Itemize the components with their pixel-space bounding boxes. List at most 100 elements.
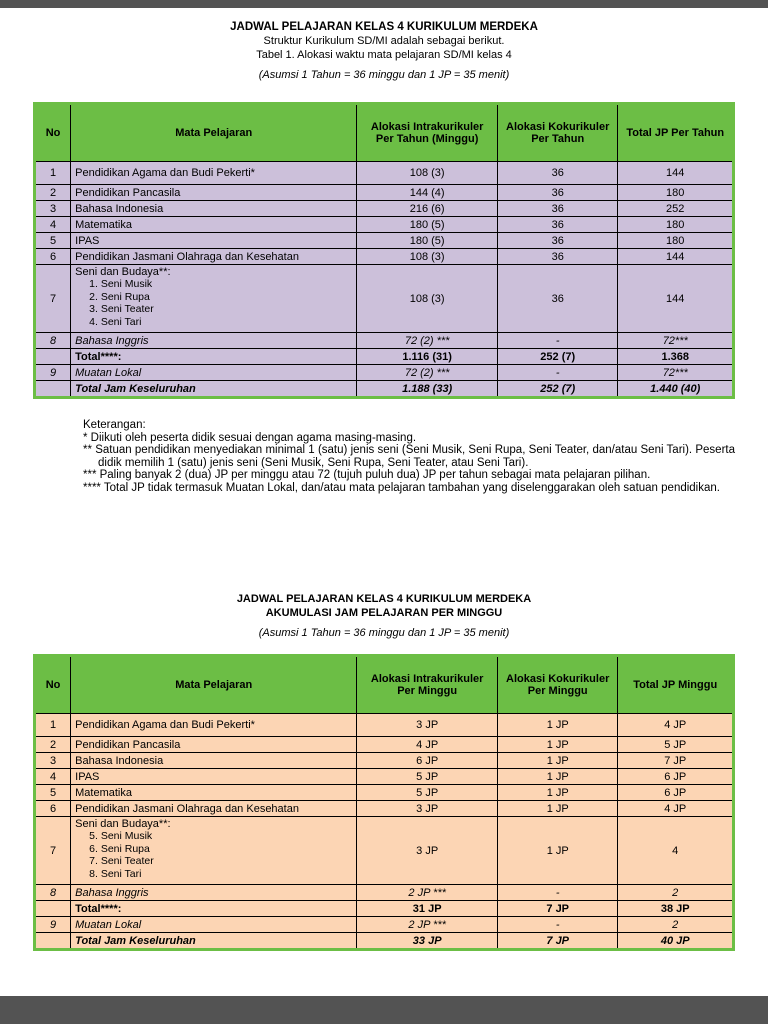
cell-kokurikuler: 1 JP (496, 736, 619, 753)
cell-no: 3 (33, 200, 72, 217)
table-row: 6 Pendidikan Jasmani Olahraga dan Kesehat… (33, 248, 734, 265)
cell-intrakurikuler: 4 JP (356, 736, 498, 753)
column-header: Alokasi Intrakurikuler Per Tahun (Minggu… (356, 103, 498, 162)
table1-caption: Tabel 1. Alokasi waktu mata pelajaran SD… (256, 49, 512, 61)
cell-subject: Matematika (70, 784, 358, 801)
cell-intrakurikuler: 2 JP *** (356, 916, 498, 933)
cell-no (33, 900, 72, 917)
cell-subject: Seni dan Budaya**: 1. Seni Musik 2. Seni R… (70, 264, 358, 333)
table-row: 7 Seni dan Budaya**: 1. Seni Musik 2. Seni … (33, 264, 734, 333)
cell-intrakurikuler: 2 JP *** (356, 884, 498, 901)
table-row: Total****: 31 JP 7 JP 38 JP (33, 900, 734, 917)
cell-no: 9 (33, 916, 72, 933)
cell-total: 144 (617, 161, 734, 185)
cell-kokurikuler: 36 (496, 184, 619, 201)
cell-subject: Muatan Lokal (70, 364, 358, 381)
cell-total: 180 (617, 184, 734, 201)
cell-kokurikuler: 36 (496, 216, 619, 233)
cell-intrakurikuler: 1.188 (33) (356, 380, 498, 398)
cell-no (33, 380, 72, 398)
keterangan-title: Keterangan: (83, 419, 146, 431)
table-row: Total Jam Keseluruhan 33 JP 7 JP 40 JP (33, 932, 734, 950)
section1-header: JADWAL PELAJARAN KELAS 4 KURIKULUM MERDE… (33, 20, 735, 82)
cell-kokurikuler: 36 (496, 200, 619, 217)
cell-total: 2 (617, 884, 734, 901)
cell-no (33, 932, 72, 950)
cell-intrakurikuler: 108 (3) (356, 248, 498, 265)
table-row: 4 IPAS 5 JP 1 JP 6 JP (33, 768, 734, 785)
cell-subject: Pendidikan Pancasila (70, 184, 358, 201)
cell-kokurikuler: - (496, 364, 619, 381)
cell-no: 4 (33, 768, 72, 785)
table-alokasi-per-tahun: No Mata Pelajaran Alokasi Intrakurikuler P… (33, 102, 735, 399)
cell-subject: Pendidikan Jasmani Olahraga dan Kesehata… (70, 800, 358, 817)
cell-intrakurikuler: 180 (5) (356, 232, 498, 249)
cell-kokurikuler: 1 JP (496, 800, 619, 817)
table-row: 2 Pendidikan Pancasila 4 JP 1 JP 5 JP (33, 736, 734, 753)
column-header: Mata Pelajaran (70, 103, 358, 162)
keterangan-note-2: ** Satuan pendidikan menyediakan minimal… (83, 444, 735, 469)
cell-no: 5 (33, 232, 72, 249)
cell-no: 8 (33, 884, 72, 901)
document-subtitle: Struktur Kurikulum SD/MI adalah sebagai … (263, 35, 505, 47)
cell-subject: Pendidikan Pancasila (70, 736, 358, 753)
cell-total: 180 (617, 232, 734, 249)
cell-intrakurikuler: 31 JP (356, 900, 498, 917)
cell-no: 2 (33, 184, 72, 201)
cell-subject: Pendidikan Agama dan Budi Pekerti* (70, 161, 358, 185)
keterangan-block: Keterangan: * Diikuti oleh peserta didik… (83, 419, 735, 494)
cell-kokurikuler: 1 JP (496, 768, 619, 785)
cell-total: 4 JP (617, 713, 734, 737)
column-header: Mata Pelajaran (70, 655, 358, 714)
cell-intrakurikuler: 144 (4) (356, 184, 498, 201)
subject-list-item: 3. Seni Teater (89, 303, 154, 315)
table-row: 5 IPAS 180 (5) 36 180 (33, 232, 734, 249)
table-row: 7 Seni dan Budaya**: 5. Seni Musik 6. Seni … (33, 816, 734, 885)
cell-kokurikuler: 1 JP (496, 816, 619, 885)
cell-total: 40 JP (617, 932, 734, 950)
cell-subject: Seni dan Budaya**: 5. Seni Musik 6. Seni R… (70, 816, 358, 885)
cell-no: 6 (33, 800, 72, 817)
column-header: Alokasi Kokurikuler Per Tahun (496, 103, 619, 162)
cell-total: 180 (617, 216, 734, 233)
cell-total: 144 (617, 248, 734, 265)
cell-intrakurikuler: 6 JP (356, 752, 498, 769)
subject-list-item: 6. Seni Rupa (89, 842, 150, 855)
subject-list-item: 1. Seni Musik (89, 278, 153, 290)
table-row: Total Jam Keseluruhan 1.188 (33) 252 (7) 1.… (33, 380, 734, 398)
table-row: 5 Matematika 5 JP 1 JP 6 JP (33, 784, 734, 801)
column-header: No (33, 103, 72, 162)
cell-subject: Total Jam Keseluruhan (70, 380, 358, 398)
cell-subject: IPAS (70, 768, 358, 785)
cell-total: 38 JP (617, 900, 734, 917)
cell-kokurikuler: 1 JP (496, 713, 619, 737)
cell-subject: Total****: (70, 900, 358, 917)
cell-subject: Pendidikan Jasmani Olahraga dan Kesehata… (70, 248, 358, 265)
cell-no: 1 (33, 713, 72, 737)
cell-subject: Total****: (70, 348, 358, 365)
cell-total: 7 JP (617, 752, 734, 769)
cell-subject: Bahasa Inggris (70, 332, 358, 349)
cell-no: 2 (33, 736, 72, 753)
cell-total: 252 (617, 200, 734, 217)
cell-intrakurikuler: 5 JP (356, 784, 498, 801)
cell-subject: Bahasa Indonesia (70, 752, 358, 769)
cell-no: 5 (33, 784, 72, 801)
cell-no: 1 (33, 161, 72, 185)
cell-no: 7 (33, 264, 72, 333)
subject-list-item: 5. Seni Musik (89, 830, 153, 842)
cell-total: 72*** (617, 364, 734, 381)
cell-total: 4 (617, 816, 734, 885)
cell-total: 1.440 (40) (617, 380, 734, 398)
cell-kokurikuler: 7 JP (496, 932, 619, 950)
subject-list-item: 8. Seni Tari (89, 867, 142, 880)
cell-total: 2 (617, 916, 734, 933)
cell-kokurikuler: 36 (496, 161, 619, 185)
keterangan-note-4: **** Total JP tidak termasuk Muatan Loka… (83, 481, 720, 494)
document-subtitle-2: AKUMULASI JAM PELAJARAN PER MINGGU (265, 607, 503, 619)
table-header-row: No Mata Pelajaran Alokasi Intrakurikuler P… (33, 655, 734, 714)
cell-intrakurikuler: 1.116 (31) (356, 348, 498, 365)
subject-title: Seni dan Budaya**: (75, 266, 171, 278)
table-header-row: No Mata Pelajaran Alokasi Intrakurikuler P… (33, 103, 734, 162)
column-header: No (33, 655, 72, 714)
